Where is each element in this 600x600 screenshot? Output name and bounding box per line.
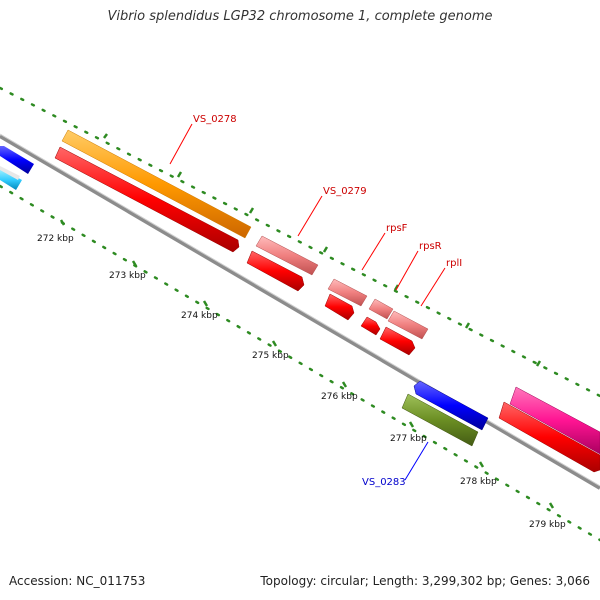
feature-magenta-right[interactable]	[509, 386, 600, 455]
cds-vs0278[interactable]	[54, 146, 240, 253]
feature-olive-vs0283[interactable]	[401, 393, 479, 447]
tick-label-276: 276 kbp	[321, 392, 358, 402]
tick-label-275: 275 kbp	[252, 351, 289, 361]
genome-summary-text: Topology: circular; Length: 3,299,302 bp…	[260, 574, 590, 588]
leader-vs0278	[169, 123, 193, 165]
accession-text: Accession: NC_011753	[9, 574, 146, 588]
gene-label-vs0279[interactable]: VS_0279	[323, 186, 367, 197]
major-tick	[408, 421, 415, 428]
major-tick	[248, 207, 255, 214]
cds-right[interactable]	[498, 401, 600, 473]
map-title: Vibrio splendidus LGP32 chromosome 1, co…	[107, 9, 493, 24]
major-tick	[271, 340, 278, 347]
tick-label-274: 274 kbp	[181, 311, 218, 321]
major-tick	[322, 246, 329, 253]
tick-label-273: 273 kbp	[109, 271, 146, 281]
feature-orange-vs0278[interactable]	[61, 129, 252, 239]
tick-label-278: 278 kbp	[460, 477, 497, 487]
cds-vs0279[interactable]	[246, 250, 305, 292]
major-tick	[202, 300, 209, 307]
feature-pink-rplI[interactable]	[387, 310, 429, 340]
outer-tick-track	[0, 86, 600, 398]
inner-tick-track	[0, 184, 600, 542]
feature-white-left	[0, 166, 20, 180]
cds-rpsF[interactable]	[324, 293, 355, 321]
feature-pink-vs0279[interactable]	[255, 235, 319, 276]
cds-rpsR[interactable]	[360, 316, 381, 336]
major-tick	[176, 171, 183, 178]
gene-label-vs0283[interactable]: VS_0283	[362, 477, 406, 488]
cds-rplI[interactable]	[379, 326, 416, 356]
leader-rpsF	[361, 232, 386, 271]
feature-pink-rpsF[interactable]	[327, 278, 368, 307]
major-tick	[131, 260, 138, 267]
leader-rplI	[420, 267, 446, 307]
cds-vs0283[interactable]	[413, 380, 489, 431]
leader-vs0279	[297, 195, 323, 237]
major-tick	[341, 381, 348, 388]
major-tick	[59, 219, 66, 226]
leader-rpsR	[395, 250, 419, 291]
major-tick	[464, 322, 471, 329]
tick-label-279: 279 kbp	[529, 520, 566, 530]
genome-backbone	[0, 134, 600, 490]
gene-label-rpsR[interactable]: rpsR	[419, 241, 442, 252]
gene-label-rpsF[interactable]: rpsF	[386, 223, 408, 234]
major-tick	[393, 284, 400, 291]
major-tick	[478, 461, 485, 468]
major-tick	[548, 502, 555, 509]
gene-label-rplI[interactable]: rplI	[446, 258, 462, 269]
tick-label-272: 272 kbp	[37, 234, 74, 244]
tick-labels: 272 kbp 273 kbp 274 kbp 275 kbp 276 kbp …	[37, 234, 566, 530]
leader-vs0283	[404, 441, 429, 481]
gene-label-vs0278[interactable]: VS_0278	[193, 114, 237, 125]
major-tick	[535, 360, 542, 367]
feature-cyan-left[interactable]	[0, 170, 22, 190]
major-tick	[103, 133, 108, 139]
tick-label-277: 277 kbp	[390, 434, 427, 444]
feature-blue-left[interactable]	[0, 146, 34, 174]
feature-pink-rpsR[interactable]	[368, 298, 394, 320]
